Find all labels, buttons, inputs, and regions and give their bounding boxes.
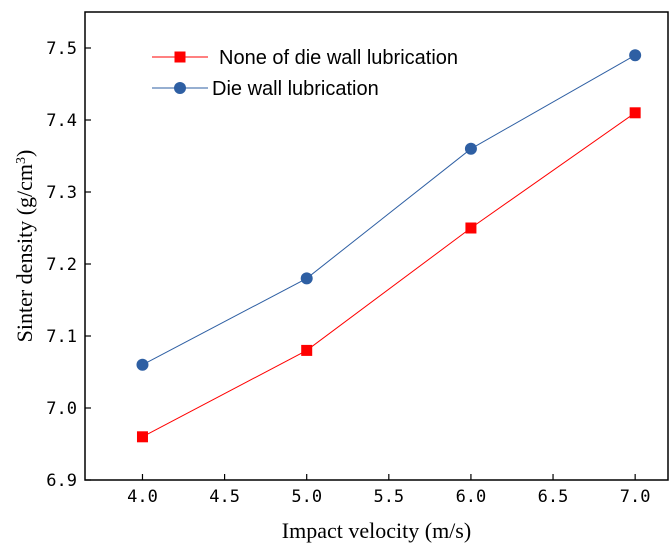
y-tick-label: 7.3 — [46, 183, 77, 203]
x-tick-label: 7.0 — [620, 487, 651, 507]
legend-marker-square — [174, 51, 186, 63]
x-tick-label: 4.0 — [127, 487, 158, 507]
y-tick-label: 7.0 — [46, 399, 77, 419]
x-tick-label: 6.5 — [538, 487, 569, 507]
data-point-square — [465, 222, 477, 234]
data-point-circle — [300, 272, 313, 285]
y-axis: 6.9 7.0 7.1 7.2 7.3 7.4 7.5 — [46, 39, 91, 491]
series-line-1 — [142, 54, 636, 366]
legend: None of die wall lubrication Die wall lu… — [152, 47, 458, 100]
y-axis-title: Sinter density (g/cm3) — [12, 150, 37, 343]
legend-item-none-lubrication: None of die wall lubrication — [152, 47, 458, 69]
y-axis-title-main: Sinter density (g/cm — [12, 164, 37, 342]
x-tick-label: 6.0 — [456, 487, 487, 507]
y-tick-label: 7.5 — [46, 39, 77, 59]
data-point-square — [301, 344, 313, 356]
data-point-circle — [629, 49, 642, 62]
y-axis-title-superscript: 3 — [14, 157, 29, 164]
y-tick-label: 7.4 — [46, 111, 77, 131]
x-tick-label: 5.5 — [373, 487, 404, 507]
legend-marker-circle — [174, 82, 186, 94]
plot-frame — [84, 11, 669, 481]
data-point-circle — [136, 358, 149, 371]
data-point-square — [629, 107, 641, 119]
y-axis-title-close: ) — [12, 150, 37, 157]
series-layer — [136, 49, 642, 443]
y-tick-label: 7.1 — [46, 327, 77, 347]
series-line-0 — [142, 112, 636, 438]
y-tick-label: 6.9 — [46, 471, 77, 491]
x-tick-label: 4.5 — [209, 487, 240, 507]
x-axis-title: Impact velocity (m/s) — [282, 518, 471, 543]
legend-label-none-lubrication: None of die wall lubrication — [219, 47, 458, 69]
legend-label-die-wall-lubrication: Die wall lubrication — [212, 78, 379, 100]
legend-item-die-wall-lubrication: Die wall lubrication — [152, 78, 379, 100]
plot-area — [84, 11, 669, 481]
data-point-circle — [464, 142, 477, 155]
x-tick-label: 5.0 — [291, 487, 322, 507]
data-point-square — [136, 431, 148, 443]
y-tick-label: 7.2 — [46, 255, 77, 275]
x-axis: 4.0 4.5 5.0 5.5 6.0 6.5 7.0 — [127, 474, 651, 507]
